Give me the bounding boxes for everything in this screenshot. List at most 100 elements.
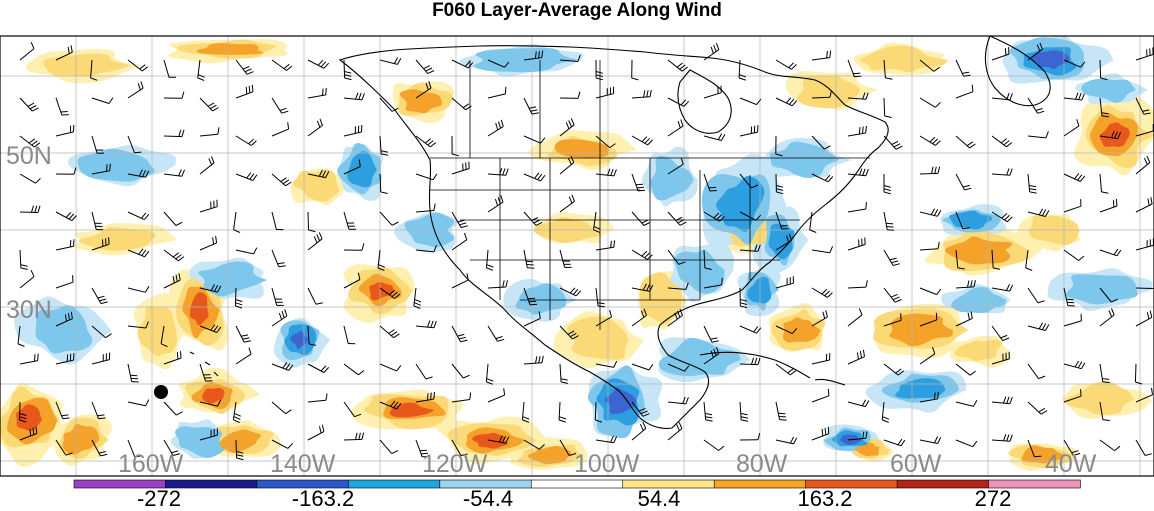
- wind-barb: [1099, 439, 1121, 452]
- wind-barb: [307, 169, 330, 179]
- wind-barb: [739, 125, 759, 137]
- positive-anomaly-region: [369, 282, 394, 301]
- wind-barb: [55, 275, 74, 289]
- wind-barb: [379, 97, 399, 112]
- wind-barb: [883, 287, 902, 303]
- wind-barb: [739, 325, 762, 334]
- wind-barb: [847, 201, 867, 213]
- wind-barb: [775, 59, 797, 70]
- wind-barb: [19, 249, 28, 270]
- wind-barb: [1063, 92, 1085, 101]
- wind-barb: [307, 325, 317, 346]
- wind-barb: [55, 239, 75, 251]
- positive-anomaly-region: [889, 313, 953, 347]
- wind-barb: [919, 287, 942, 296]
- wind-barb: [1135, 97, 1151, 115]
- wind-barb: [91, 211, 104, 231]
- wind-barb: [667, 97, 690, 107]
- negative-anomaly-region: [951, 286, 1007, 314]
- wind-barb: [775, 135, 783, 157]
- wind-barb: [451, 363, 470, 379]
- wind-barb: [307, 363, 330, 373]
- wind-barb: [631, 89, 652, 99]
- wind-barb: [379, 325, 400, 339]
- wind-barb: [1063, 249, 1085, 261]
- wind-barb: [559, 325, 579, 340]
- wind-barb: [667, 396, 689, 405]
- wind-barb: [1099, 287, 1118, 303]
- positive-anomaly-region: [399, 89, 442, 114]
- positive-anomaly-region: [554, 139, 609, 159]
- wind-barb: [667, 249, 686, 265]
- wind-barb: [19, 97, 39, 112]
- wind-barb: [199, 156, 215, 175]
- wind-barb: [415, 245, 437, 253]
- longitude-label-80w: 80W: [736, 450, 788, 478]
- wind-barb: [451, 211, 468, 229]
- wind-barb: [703, 277, 723, 289]
- wind-barb: [739, 287, 748, 309]
- wind-barb: [451, 161, 470, 175]
- wind-barb: [1099, 97, 1109, 118]
- positive-anomaly-region: [196, 43, 264, 55]
- wind-barb: [487, 119, 504, 137]
- greenland-coastline: [984, 36, 1051, 107]
- wind-barb: [847, 59, 862, 78]
- wind-barb: [451, 392, 472, 403]
- wind-barb: [235, 247, 258, 255]
- wind-barb: [90, 59, 98, 81]
- positive-anomaly-region: [389, 402, 435, 418]
- wind-barb: [559, 439, 577, 456]
- wind-barb: [1027, 208, 1050, 217]
- negative-anomaly-region: [650, 156, 694, 201]
- negative-anomaly-region: [35, 305, 93, 354]
- wind-barb: [811, 388, 830, 403]
- wind-barb: [19, 205, 41, 213]
- wind-barb: [703, 325, 719, 343]
- wind-barb: [1027, 401, 1048, 415]
- wind-barb: [775, 173, 784, 195]
- wind-barb: [485, 363, 494, 385]
- wind-barb: [559, 155, 575, 175]
- wind-barb: [127, 321, 149, 329]
- wind-barb: [775, 276, 794, 289]
- wind-barb: [55, 124, 75, 137]
- wind-barb: [1135, 155, 1151, 175]
- wind-barb: [631, 173, 646, 192]
- wind-barbs: [17, 41, 1154, 461]
- wind-barb: [199, 199, 218, 213]
- wind-barb: [235, 84, 254, 99]
- wind-barb: [307, 287, 323, 305]
- wind-barb: [487, 195, 504, 213]
- wind-barb: [413, 287, 422, 309]
- wind-barb: [127, 59, 149, 72]
- wind-barb: [199, 363, 213, 382]
- longitude-label-160w: 160W: [118, 450, 184, 478]
- hawaii-coastline: [189, 351, 219, 377]
- wind-barb: [667, 119, 684, 137]
- negative-anomaly-region: [768, 223, 795, 260]
- wind-barb: [127, 248, 150, 258]
- wind-barb: [667, 282, 689, 290]
- wind-barb: [451, 439, 468, 457]
- wind-barb: [847, 349, 865, 365]
- wind-barb: [232, 401, 241, 424]
- positive-anomaly-region: [137, 305, 178, 357]
- wind-barb: [667, 421, 683, 441]
- wind-barb: [523, 249, 535, 269]
- wind-barb: [703, 133, 726, 141]
- wind-barb: [595, 435, 618, 444]
- negative-anomaly-region: [198, 261, 268, 297]
- latitude-label-50n: 50N: [6, 142, 52, 170]
- wind-barb: [631, 283, 654, 292]
- wind-barb: [775, 436, 798, 445]
- wind-barb: [955, 279, 976, 289]
- wind-barb: [415, 320, 437, 329]
- positive-anomaly-region: [567, 316, 629, 360]
- wind-barb: [343, 159, 361, 175]
- wind-barb: [811, 353, 831, 365]
- colorbar-segment: [988, 479, 1081, 489]
- wind-barb: [811, 287, 833, 298]
- wind-barb: [271, 439, 294, 449]
- wind-barb: [775, 97, 798, 107]
